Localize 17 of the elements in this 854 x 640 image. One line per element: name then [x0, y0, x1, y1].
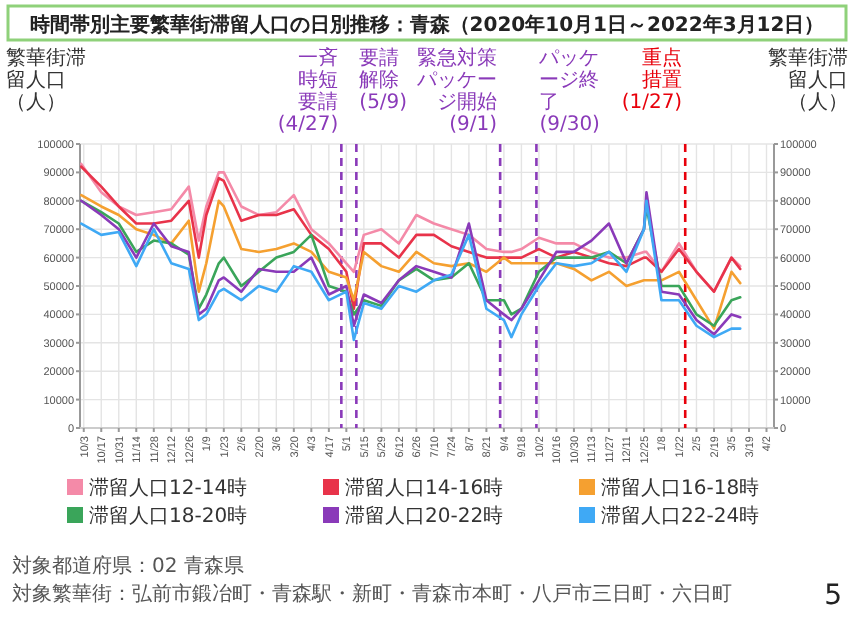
text: 対象都道府県：02 青森県 [12, 554, 244, 578]
ref-line-label: 緊急対策パッケージ開始(9/1) [415, 46, 498, 136]
text: 5 [824, 580, 842, 612]
legend-label: 滞留人口20-22時 [345, 504, 504, 528]
legend-label: 滞留人口16-18時 [601, 476, 760, 500]
legend-label: 滞留人口22-24時 [601, 504, 760, 528]
y2-axis-title: 繁華街滞留人口（人） [768, 46, 848, 114]
legend-label: 滞留人口18-20時 [89, 504, 248, 528]
ref-line-label: 要請解除(5/9) [359, 46, 408, 114]
legend-label: 滞留人口14-16時 [345, 476, 504, 500]
ref-line-label: 重点措置(1/27) [621, 46, 683, 114]
y-axis-title: 繁華街滞留人口（人） [6, 46, 86, 114]
ref-line-label: パッケージ終了(9/30) [537, 48, 601, 136]
ref-line-label: 一斉時短要請(4/27) [277, 46, 339, 136]
chart-title: 時間帯別主要繁華街滞留人口の日別推移：青森（2020年10月1日～2022年3月12日） [29, 13, 825, 37]
text: 対象繁華街：弘前市鍛冶町・青森駅・新町・青森市本町・八戸市三日町・六日町 [12, 582, 732, 606]
legend-label: 滞留人口12-14時 [89, 476, 248, 500]
